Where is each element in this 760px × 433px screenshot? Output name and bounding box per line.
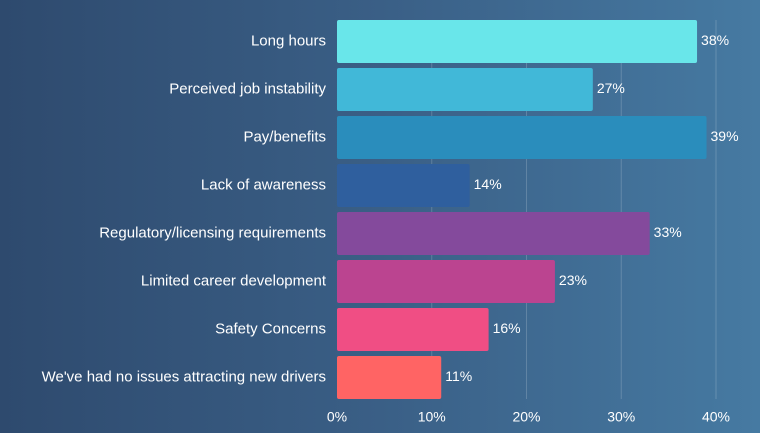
value-label-5: 23% xyxy=(559,272,587,288)
category-label-1: Perceived job instability xyxy=(169,80,326,97)
bar-7[interactable] xyxy=(337,356,442,399)
x-tick-label-2: 20% xyxy=(512,409,540,425)
bar-4[interactable] xyxy=(337,212,650,255)
category-label-7: We've had no issues attracting new drive… xyxy=(42,368,326,385)
value-label-6: 16% xyxy=(493,320,521,336)
x-tick-label-4: 40% xyxy=(702,409,730,425)
category-label-4: Regulatory/licensing requirements xyxy=(99,224,326,241)
category-label-6: Safety Concerns xyxy=(215,320,326,337)
x-tick-label-3: 30% xyxy=(607,409,635,425)
bar-6[interactable] xyxy=(337,308,489,351)
value-label-0: 38% xyxy=(701,32,729,48)
bar-3[interactable] xyxy=(337,164,470,207)
x-tick-label-1: 10% xyxy=(418,409,446,425)
category-label-0: Long hours xyxy=(251,32,326,49)
category-label-3: Lack of awareness xyxy=(201,176,326,193)
bar-0[interactable] xyxy=(337,20,698,63)
bar-1[interactable] xyxy=(337,68,593,111)
bar-5[interactable] xyxy=(337,260,555,303)
value-label-3: 14% xyxy=(474,176,502,192)
value-label-2: 39% xyxy=(711,128,739,144)
category-label-5: Limited career development xyxy=(141,272,327,289)
value-label-7: 11% xyxy=(445,368,472,384)
x-tick-label-0: 0% xyxy=(327,409,347,425)
value-label-4: 33% xyxy=(654,224,682,240)
category-label-2: Pay/benefits xyxy=(243,128,326,145)
bar-2[interactable] xyxy=(337,116,707,159)
value-label-1: 27% xyxy=(597,80,625,96)
